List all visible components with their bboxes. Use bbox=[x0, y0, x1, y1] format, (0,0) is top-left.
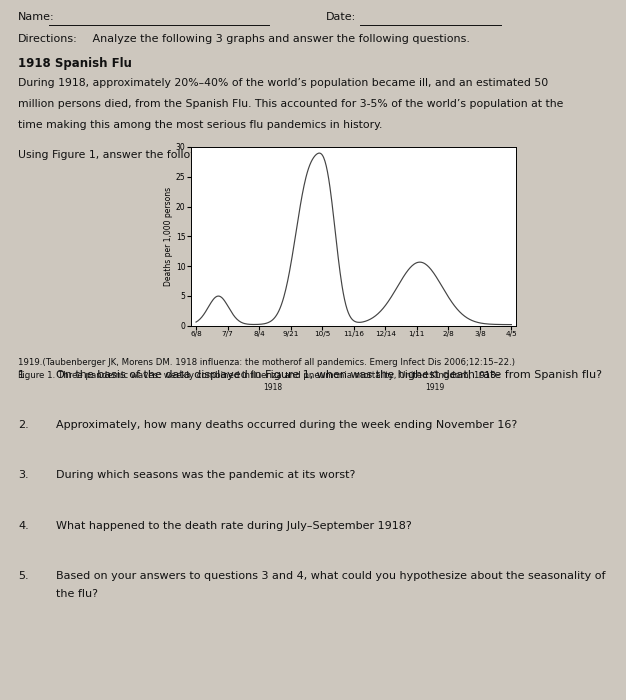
Text: the flu?: the flu? bbox=[56, 589, 98, 599]
Y-axis label: Deaths per 1,000 persons: Deaths per 1,000 persons bbox=[164, 187, 173, 286]
Text: 3.: 3. bbox=[18, 470, 29, 480]
Text: 2.: 2. bbox=[18, 420, 29, 430]
Text: During 1918, approximately 20%–40% of the world’s population became ill, and an : During 1918, approximately 20%–40% of th… bbox=[18, 78, 548, 88]
Text: Directions:: Directions: bbox=[18, 34, 78, 43]
Text: During which seasons was the pandemic at its worst?: During which seasons was the pandemic at… bbox=[56, 470, 355, 480]
Text: Analyze the following 3 graphs and answer the following questions.: Analyze the following 3 graphs and answe… bbox=[90, 34, 470, 43]
Text: Date:: Date: bbox=[326, 12, 356, 22]
Text: Figure 1. Three pandemic waves: weekly combined influenza and pneumonia mortalit: Figure 1. Three pandemic waves: weekly c… bbox=[18, 371, 500, 380]
Text: Approximately, how many deaths occurred during the week ending November 16?: Approximately, how many deaths occurred … bbox=[56, 420, 517, 430]
Text: 1918: 1918 bbox=[263, 383, 282, 391]
Text: What happened to the death rate during July–September 1918?: What happened to the death rate during J… bbox=[56, 521, 411, 531]
Text: On the basis of the data displayed in Figure 1, when was the highest death rate : On the basis of the data displayed in Fi… bbox=[56, 370, 602, 379]
Text: 4.: 4. bbox=[18, 521, 29, 531]
Text: Based on your answers to questions 3 and 4, what could you hypothesize about the: Based on your answers to questions 3 and… bbox=[56, 571, 605, 581]
Text: 1918 Spanish Flu: 1918 Spanish Flu bbox=[18, 57, 132, 71]
Text: million persons died, from the Spanish Flu. This accounted for 3-5% of the world: million persons died, from the Spanish F… bbox=[18, 99, 563, 109]
Text: 1.: 1. bbox=[18, 370, 29, 379]
Text: time making this among the most serious flu pandemics in history.: time making this among the most serious … bbox=[18, 120, 382, 130]
Text: 5.: 5. bbox=[18, 571, 29, 581]
Text: 1919: 1919 bbox=[426, 383, 444, 391]
Text: Using Figure 1, answer the following questions regarding the 1918 Spanish flu.: Using Figure 1, answer the following que… bbox=[18, 150, 448, 160]
Text: Name:: Name: bbox=[18, 12, 54, 22]
Text: 1919.(Taubenberger JK, Morens DM. 1918 influenza: the motherof all pandemics. Em: 1919.(Taubenberger JK, Morens DM. 1918 i… bbox=[18, 358, 515, 368]
